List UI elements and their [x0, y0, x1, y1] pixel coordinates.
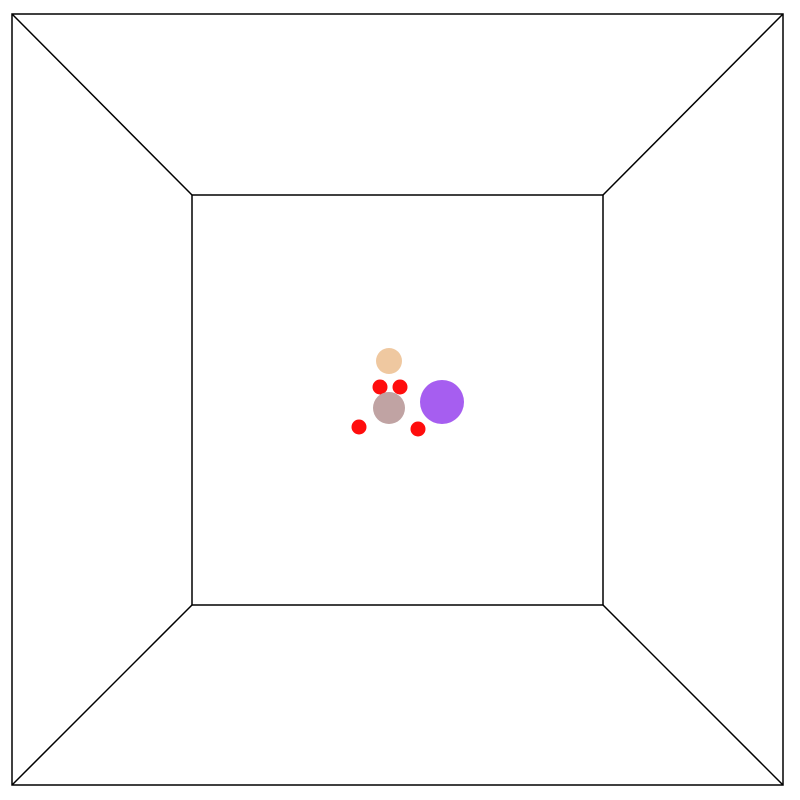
atom — [351, 419, 367, 435]
atom — [373, 392, 405, 424]
box-edge — [602, 13, 784, 196]
atom — [376, 348, 402, 374]
inner-face — [191, 194, 604, 606]
box-edge — [11, 604, 193, 786]
atom — [372, 379, 388, 395]
box — [11, 13, 784, 786]
box-edge — [602, 604, 784, 786]
atom — [392, 379, 408, 395]
atom — [420, 380, 464, 424]
outer-face — [11, 13, 784, 786]
molecule — [351, 348, 464, 437]
box-edge — [11, 13, 193, 196]
atom — [410, 421, 426, 437]
